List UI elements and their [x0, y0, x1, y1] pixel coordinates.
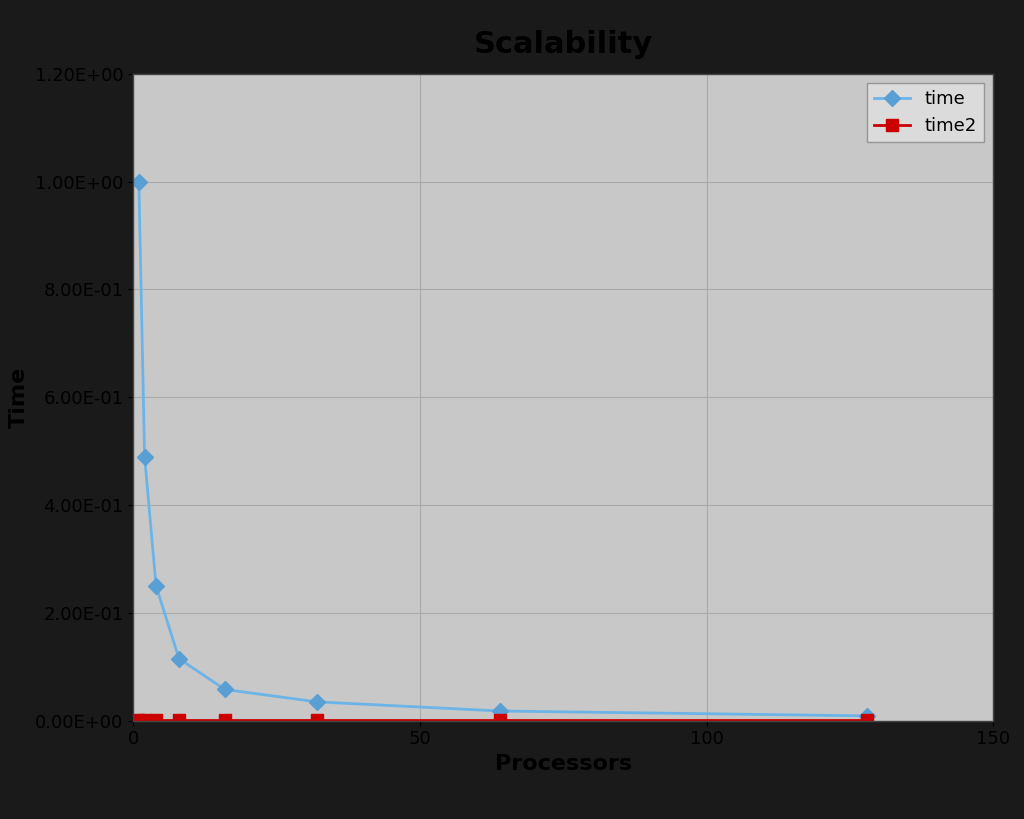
time	[150, 581, 162, 590]
time	[219, 685, 231, 695]
time	[861, 711, 873, 721]
time	[138, 451, 151, 461]
Line: time2: time2	[133, 714, 872, 725]
time2	[138, 715, 151, 725]
Line: time: time	[133, 176, 872, 722]
X-axis label: Processors: Processors	[495, 754, 632, 774]
time	[310, 697, 323, 707]
Legend: time, time2: time, time2	[867, 83, 984, 143]
Title: Scalability: Scalability	[473, 29, 653, 59]
Y-axis label: Time: Time	[9, 367, 30, 428]
time	[173, 654, 185, 663]
time2	[173, 715, 185, 725]
time2	[219, 715, 231, 725]
time2	[150, 715, 162, 725]
time2	[310, 715, 323, 725]
time	[133, 177, 145, 187]
time2	[861, 715, 873, 725]
time2	[133, 715, 145, 725]
time2	[494, 715, 506, 725]
time	[494, 706, 506, 716]
